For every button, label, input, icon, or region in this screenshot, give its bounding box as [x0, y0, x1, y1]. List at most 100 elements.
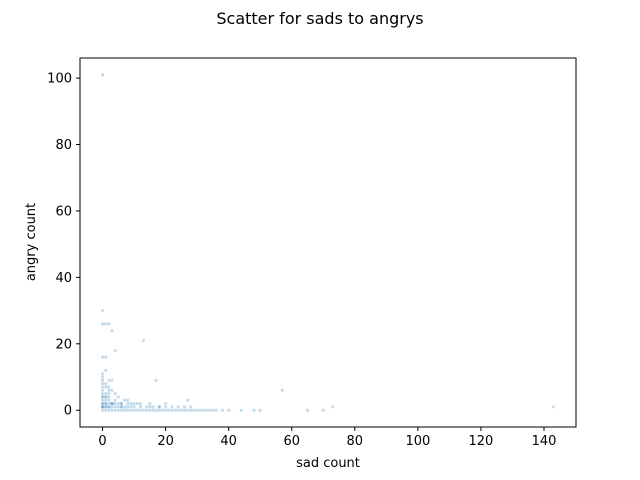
scatter-point — [104, 401, 108, 406]
scatter-point — [100, 372, 105, 376]
scatter-point — [189, 408, 193, 412]
y-tick-label: 0 — [64, 404, 72, 419]
scatter-point — [104, 368, 108, 372]
x-axis-ticks: 0 20 40 60 80 100 120 140 — [98, 427, 556, 449]
scatter-point — [280, 388, 284, 392]
scatter-point — [110, 401, 114, 406]
scatter-point — [123, 408, 127, 412]
scatter-point — [201, 408, 206, 412]
scatter-point — [148, 405, 152, 409]
scatter-point — [107, 385, 111, 389]
scatter-point — [148, 408, 152, 412]
x-tick-label: 80 — [347, 434, 364, 449]
scatter-point — [107, 378, 111, 382]
scatter-point — [132, 408, 136, 412]
scatter-point — [107, 395, 111, 399]
y-tick-label: 20 — [55, 337, 72, 352]
scatter-point — [113, 405, 117, 409]
scatter-point — [145, 408, 149, 412]
y-tick-label: 80 — [55, 138, 72, 153]
scatter-point — [104, 395, 108, 399]
scatter-point — [129, 408, 133, 412]
scatter-point — [113, 398, 117, 402]
scatter-point — [205, 408, 209, 412]
scatter-point — [135, 401, 139, 406]
scatter-point — [252, 408, 256, 412]
x-tick-label: 60 — [283, 434, 300, 449]
x-axis-label: sad count — [296, 456, 360, 471]
scatter-point — [138, 408, 142, 412]
scatter-point — [110, 328, 114, 333]
scatter-point — [110, 401, 114, 406]
scatter-point — [100, 308, 105, 313]
y-tick-label: 60 — [55, 204, 72, 219]
scatter-point — [104, 408, 108, 412]
scatter-point — [214, 408, 218, 412]
x-tick-label: 20 — [157, 434, 174, 449]
scatter-point — [113, 408, 117, 412]
scatter-point — [141, 338, 146, 343]
scatter-point — [113, 401, 117, 406]
scatter-point — [116, 401, 120, 406]
scatter-point — [160, 408, 165, 412]
scatter-point — [211, 408, 215, 412]
scatter-point — [100, 398, 105, 402]
chart-title: Scatter for sads to angrys — [216, 9, 423, 28]
scatter-point — [100, 388, 105, 392]
scatter-point — [129, 405, 133, 409]
plot-frame — [79, 57, 577, 428]
scatter-point — [123, 405, 127, 409]
y-axis-ticks: 0 20 40 60 80 100 — [47, 72, 80, 419]
scatter-point — [100, 405, 105, 409]
scatter-point — [148, 401, 152, 406]
scatter-point — [107, 408, 111, 412]
scatter-point — [145, 405, 149, 409]
x-tick-label: 140 — [532, 434, 557, 449]
scatter-point — [107, 388, 111, 392]
scatter-point — [104, 392, 108, 396]
scatter-point — [100, 405, 105, 409]
scatter-point — [107, 401, 111, 406]
scatter-point — [119, 408, 124, 412]
scatter-point — [132, 401, 136, 406]
scatter-point — [227, 408, 231, 412]
scatter-point — [189, 405, 193, 409]
scatter-point — [176, 405, 180, 409]
scatter-point — [113, 392, 117, 396]
scatter-point — [107, 405, 111, 409]
scatter-point — [186, 408, 190, 412]
scatter-point — [126, 401, 130, 406]
scatter-point — [135, 408, 139, 412]
scatter-point — [164, 405, 168, 409]
scatter-point — [154, 408, 158, 412]
y-tick-label: 40 — [55, 271, 72, 286]
scatter-point — [151, 408, 155, 412]
scatter-point — [129, 401, 133, 406]
scatter-point — [192, 408, 196, 412]
scatter-point — [104, 405, 108, 409]
scatter-points — [100, 73, 556, 412]
scatter-point — [164, 408, 168, 412]
x-tick-label: 40 — [220, 434, 237, 449]
scatter-point — [126, 405, 130, 409]
scatter-point — [113, 348, 117, 353]
scatter-point — [258, 408, 262, 412]
scatter-point — [104, 401, 108, 406]
scatter-point — [164, 401, 168, 406]
scatter-point — [119, 405, 124, 409]
scatter-point — [170, 405, 174, 409]
scatter-point — [100, 355, 105, 359]
scatter-point — [551, 405, 556, 409]
scatter-point — [107, 392, 111, 396]
scatter-point — [104, 385, 108, 389]
scatter-point — [239, 408, 243, 412]
scatter-point — [176, 408, 180, 412]
scatter-point — [116, 405, 120, 409]
scatter-point — [123, 398, 127, 402]
y-axis-label: angry count — [24, 203, 39, 281]
scatter-point — [100, 382, 105, 386]
scatter-point — [100, 401, 105, 406]
scatter-point — [100, 378, 105, 382]
scatter-point — [198, 408, 202, 412]
